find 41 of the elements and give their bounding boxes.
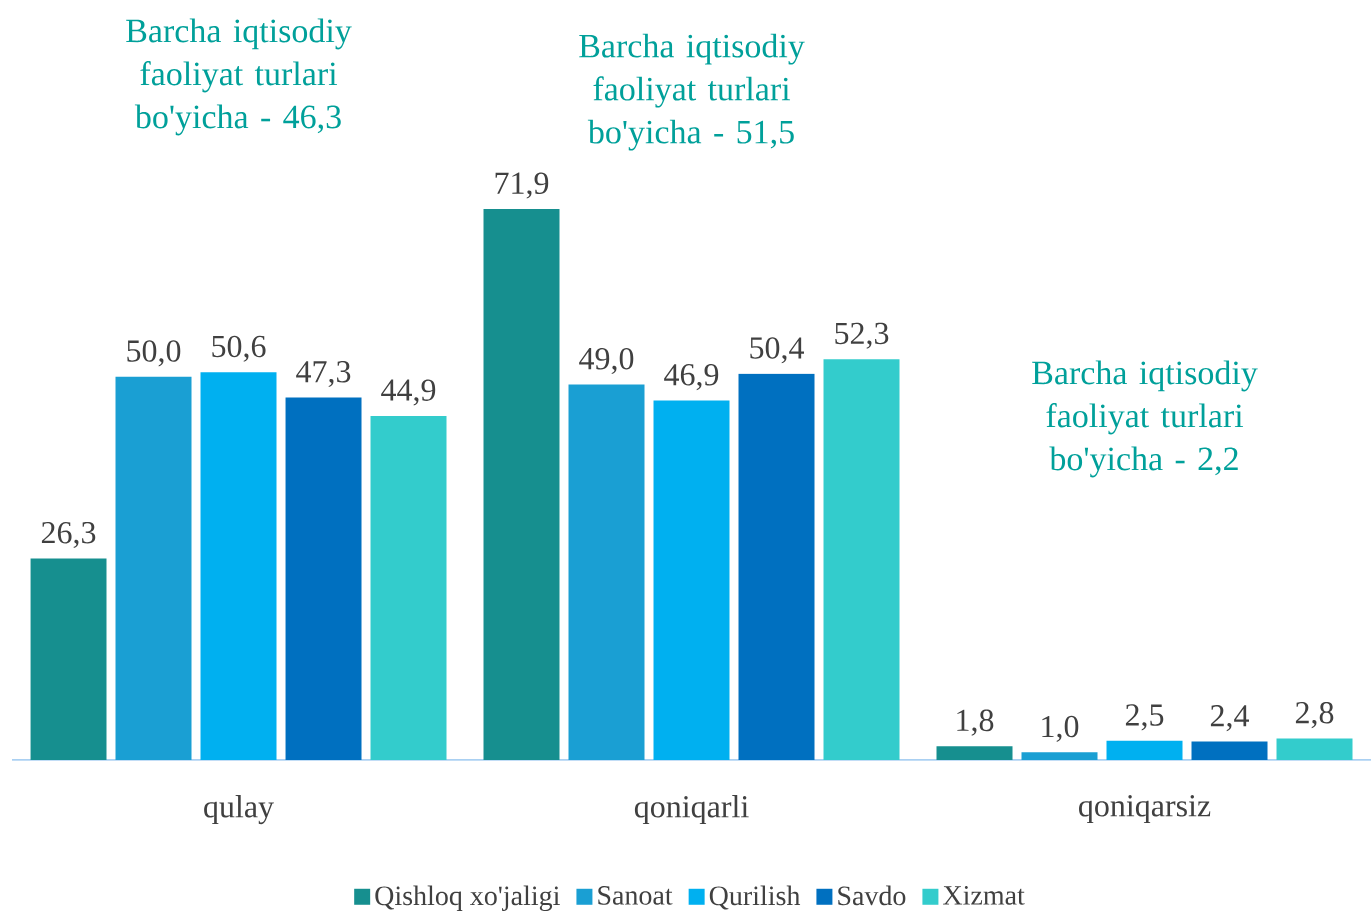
annotation: Barcha iqtisodiy faoliyat turlari bo'yicha - 2,2 xyxy=(1032,360,1258,478)
bar xyxy=(30,558,107,760)
data-label: 50,6 xyxy=(212,335,266,362)
bar xyxy=(1106,740,1183,760)
bar xyxy=(285,397,362,760)
bar xyxy=(370,415,447,760)
data-label: 46,9 xyxy=(664,364,719,391)
bar xyxy=(653,400,730,760)
x-tick-label: qulay xyxy=(204,795,274,825)
bar xyxy=(1276,738,1353,760)
x-tick-label: qoniqarli xyxy=(634,795,749,825)
bar xyxy=(936,746,1013,760)
bar xyxy=(483,209,560,760)
legend-label: Qurilish xyxy=(709,885,801,910)
data-label: 50,0 xyxy=(127,340,181,367)
bar xyxy=(115,376,192,760)
data-label: 2,4 xyxy=(1210,705,1249,732)
bar xyxy=(200,372,277,760)
data-label: 71,9 xyxy=(495,172,549,199)
data-label: 1,8 xyxy=(957,709,994,736)
data-label: 44,9 xyxy=(381,379,436,406)
data-label: 49,0 xyxy=(579,347,634,375)
data-label: 1,0 xyxy=(1042,715,1079,742)
data-label: 26,3 xyxy=(41,521,96,549)
bar xyxy=(823,359,900,760)
bar xyxy=(568,384,645,760)
data-label: 2,5 xyxy=(1125,704,1164,731)
bar xyxy=(1191,741,1268,760)
data-label: 2,8 xyxy=(1295,701,1334,729)
text: Barcha iqtisodiy faoliyat turlari bo'yicha - 51,5 xyxy=(579,33,805,151)
text: Barcha iqtisodiy faoliyat turlari bo'yicha - 46,3 xyxy=(126,18,352,136)
legend-label: Sanoat xyxy=(598,886,673,905)
data-label: 47,3 xyxy=(296,361,351,388)
x-tick-label: qoniqarsiz xyxy=(1079,795,1211,824)
legend-label: Qishloq xo'jaligi xyxy=(375,885,560,912)
legend-label: Savdo xyxy=(838,885,906,906)
bar xyxy=(1021,752,1098,760)
data-label: 52,3 xyxy=(835,322,889,349)
bar xyxy=(738,373,815,760)
data-label: 50,4 xyxy=(750,337,804,364)
legend-label: Xizmat xyxy=(943,886,1025,905)
